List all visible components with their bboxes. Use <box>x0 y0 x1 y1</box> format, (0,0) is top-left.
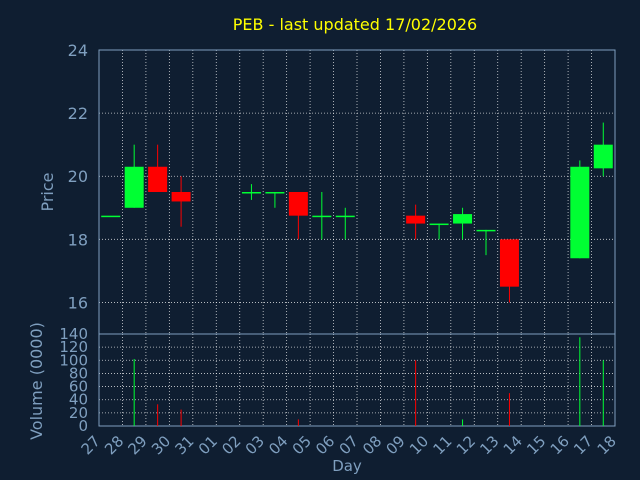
candle-body-up <box>335 215 355 218</box>
candle-body-up <box>124 166 144 208</box>
candle-body-down <box>406 215 426 224</box>
candle-body-up <box>593 144 613 169</box>
candle-body-up <box>241 192 261 194</box>
candle-body-up <box>570 166 590 259</box>
price-tick-label: 22 <box>68 104 88 123</box>
volume-tick-label: 20 <box>69 404 88 422</box>
candles <box>101 122 613 303</box>
volume-tick-label: 0 <box>78 417 88 435</box>
volume-tick-label: 140 <box>59 325 88 343</box>
candle-body-down <box>148 166 168 192</box>
chart-title: PEB - last updated 17/02/2026 <box>233 15 477 34</box>
volume-tick-label: 60 <box>69 378 88 396</box>
price-tick-label: 24 <box>68 41 88 60</box>
volume-tick-label: 80 <box>69 364 88 382</box>
day-axis: 2728293031010203040506070809101112131415… <box>78 432 620 458</box>
volume-tick-label: 100 <box>59 351 88 369</box>
candle-body-down <box>288 192 308 216</box>
candle-body-up <box>453 214 473 224</box>
candle-body-up <box>101 215 121 218</box>
price-tick-label: 16 <box>68 293 88 312</box>
price-tick-label: 20 <box>68 167 88 186</box>
price-grid <box>99 50 615 334</box>
x-axis-label: Day <box>332 457 362 475</box>
volume-bars <box>133 337 604 426</box>
price-axis: 16 18 20 22 24 <box>68 41 88 312</box>
price-axis-label: Price <box>38 172 57 211</box>
volume-panel-frame <box>98 333 616 427</box>
volume-tick-label: 40 <box>69 391 88 409</box>
price-tick-label: 18 <box>68 230 88 249</box>
candle-body-up <box>312 215 332 218</box>
candle-body-down <box>171 192 191 202</box>
candle-body-down <box>499 239 519 287</box>
volume-axis-label: Volume (0000) <box>27 322 46 440</box>
candle-body-up <box>476 229 496 232</box>
candle-body-up <box>429 223 449 226</box>
volume-grid <box>99 334 615 426</box>
candle-body-up <box>265 192 285 194</box>
volume-tick-label: 120 <box>59 338 88 356</box>
